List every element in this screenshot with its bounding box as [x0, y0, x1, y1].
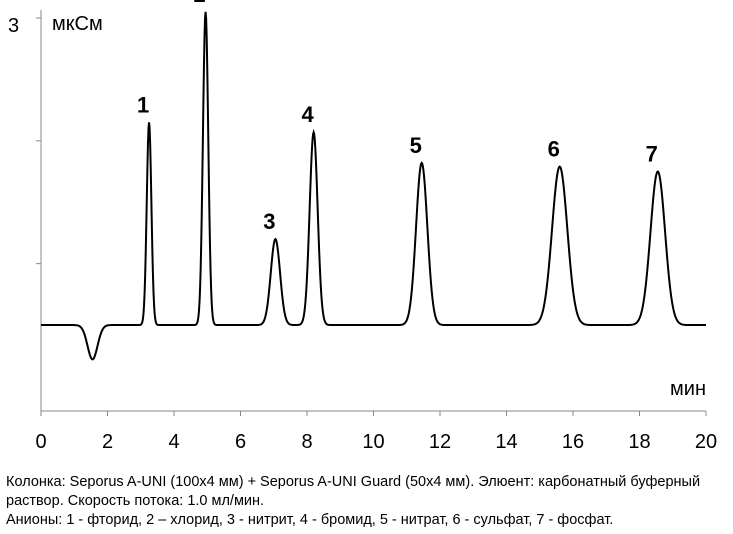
x-tick-label: 14 — [495, 431, 517, 453]
x-tick-label: 2 — [102, 431, 113, 453]
x-tick-label: 8 — [301, 431, 312, 453]
caption-line-2: Анионы: 1 - фторид, 2 – хлорид, 3 - нитр… — [6, 512, 614, 528]
x-tick-label: 10 — [362, 431, 384, 453]
peak-labels: 1 2 3 4 5 6 7 — [137, 0, 658, 234]
peak-label-1: 1 — [137, 92, 149, 117]
y-unit-label: мкСм — [52, 13, 103, 35]
x-tick-label: 6 — [235, 431, 246, 453]
y-top-value: 3 — [8, 15, 19, 37]
x-tick-label: 20 — [695, 431, 717, 453]
caption: Колонка: Seporus A-UNI (100х4 мм) + Sepo… — [6, 473, 730, 530]
peak-label-5: 5 — [410, 133, 422, 158]
x-tick-label: 4 — [168, 431, 179, 453]
x-tick-label: 12 — [429, 431, 451, 453]
x-tick-label: 0 — [35, 431, 46, 453]
x-tick-label: 16 — [562, 431, 584, 453]
chromatogram-trace — [41, 11, 706, 361]
peak-label-3: 3 — [263, 209, 275, 234]
caption-line-1: Колонка: Seporus A-UNI (100х4 мм) + Sepo… — [6, 474, 701, 509]
x-ticks: 0 2 4 6 8 10 12 14 16 18 20 — [35, 411, 717, 453]
x-tick-label: 18 — [628, 431, 650, 453]
peak-label-6: 6 — [548, 137, 560, 162]
x-unit-label: мин — [670, 378, 706, 400]
peak-label-4: 4 — [302, 102, 315, 127]
peak-label-7: 7 — [646, 142, 658, 167]
y-ticks — [36, 17, 41, 265]
peak-label-2: 2 — [193, 0, 205, 7]
